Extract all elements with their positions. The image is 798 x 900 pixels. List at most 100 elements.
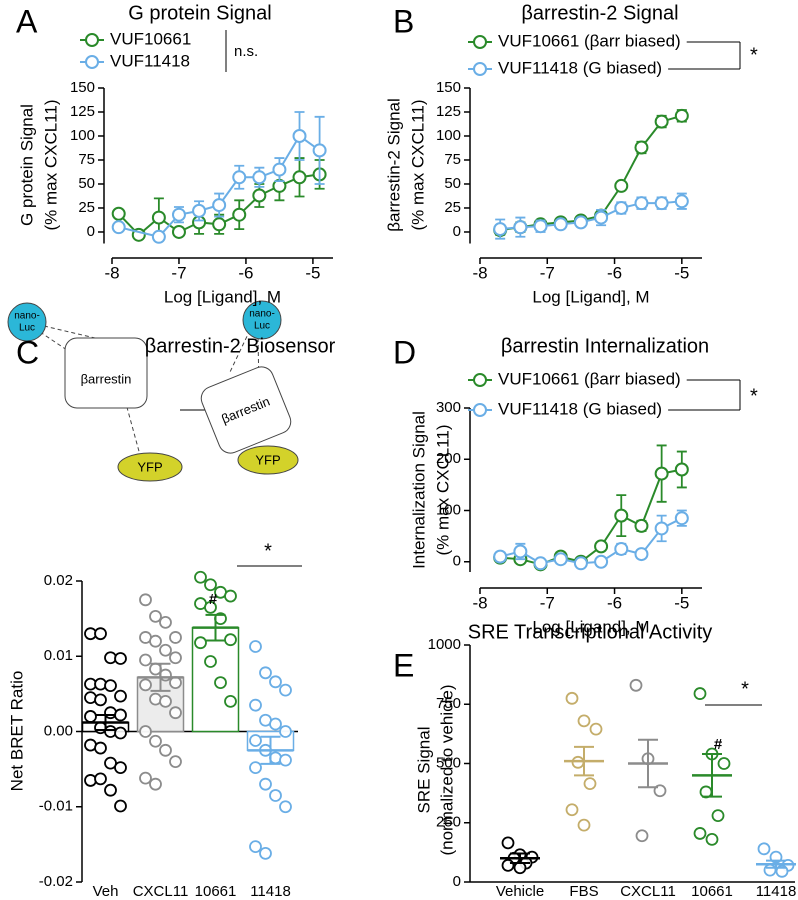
annotation: n.s. [234,43,258,60]
y-tick-label: 300 [436,399,461,416]
y-tick-label: 25 [444,199,461,216]
data-point [169,631,182,644]
error-bar [510,852,530,865]
data-point [169,706,182,720]
panel-letter: C [16,334,39,370]
data-point [501,836,515,850]
data-point [674,511,689,526]
data-point [204,578,217,592]
data-point [654,114,669,129]
legend-marker [85,33,99,47]
chart-title: G protein Signal [128,2,271,24]
legend-label: VUF11418 [110,51,190,70]
data-point [169,755,182,768]
y-tick-label: 150 [70,79,95,96]
data-point [111,206,126,221]
data-point [614,508,629,523]
data-point [171,207,186,222]
data-point [169,651,182,665]
legend-label: VUF11418 (G biased) [498,58,662,77]
data-point [139,593,152,607]
series-line [500,200,682,231]
data-point [693,827,707,840]
data-point [94,693,107,707]
data-point [224,589,237,603]
y-tick-label: 50 [444,175,461,192]
y-tick-label: 1000 [428,636,461,653]
data-point [151,229,166,244]
arrestin-box [200,366,292,454]
data-point [292,170,307,185]
data-point [114,726,127,740]
x-tick-label: Vehicle [496,883,544,900]
y-tick-label: 75 [78,151,95,168]
y-axis-label: SRE Signal [414,727,433,814]
data-point [149,734,162,748]
x-tick-label: 10661 [691,883,733,900]
data-point [159,643,172,657]
data-point [513,544,528,559]
data-point [493,222,508,237]
legend-marker [473,62,487,76]
legend-label: VUF10661 [110,29,191,48]
data-point [194,570,207,584]
data-point [312,143,327,158]
y-tick-label: 50 [78,175,95,192]
data-point [533,219,548,234]
data-point [169,676,182,689]
annotation: * [750,385,758,407]
data-point [292,128,307,143]
data-point [259,777,272,791]
y-tick-label: 250 [436,814,461,831]
data-point [114,708,127,722]
data-point [159,695,172,708]
x-tick-label: -5 [674,263,689,282]
error-bar [150,662,171,692]
x-tick-label: CXCL11 [133,883,189,900]
data-point [171,224,186,239]
x-tick-label: -8 [472,593,487,612]
data-point [252,170,267,185]
data-point [573,215,588,230]
data-point [149,777,162,791]
data-point [204,655,217,668]
y-tick-label: 100 [70,127,95,144]
y-tick-label: 750 [436,695,461,712]
data-point [757,842,771,856]
x-tick-label: -5 [305,263,320,282]
acceptor-label: YFP [137,459,162,474]
data-point [594,554,609,569]
y-axis-label: (% max CXCL11) [41,100,60,231]
donor-label: Luc [254,321,270,332]
data-point [159,743,172,757]
data-point [577,818,591,832]
donor-label: nano- [249,309,275,320]
y-axis-label: βarrestin-2 Signal [384,98,403,232]
data-point [249,734,262,747]
x-axis-label: Log [Ligand], M [532,287,649,306]
linker [43,325,96,339]
y-axis-label: Net BRET Ratio [7,671,26,792]
data-point [104,679,117,692]
data-point [249,761,262,775]
y-tick-label: 150 [436,79,461,96]
y-axis-label: G protein Signal [17,104,36,226]
x-tick-label: -8 [104,263,119,282]
x-tick-label: -6 [607,263,622,282]
data-point [232,207,247,222]
linker [229,329,251,373]
y-tick-label: 100 [436,501,461,518]
y-tick-label: 200 [436,450,461,467]
data-point [705,832,719,846]
chart-title: βarrestin Internalization [501,335,709,357]
biosensor-diagram [7,300,299,482]
data-point [589,722,603,736]
data-point [634,196,649,211]
error-bar [95,713,116,731]
x-tick-label: -5 [674,593,689,612]
data-point [139,678,152,692]
data-point [111,220,126,235]
data-point [674,108,689,123]
y-tick-label: 100 [436,127,461,144]
